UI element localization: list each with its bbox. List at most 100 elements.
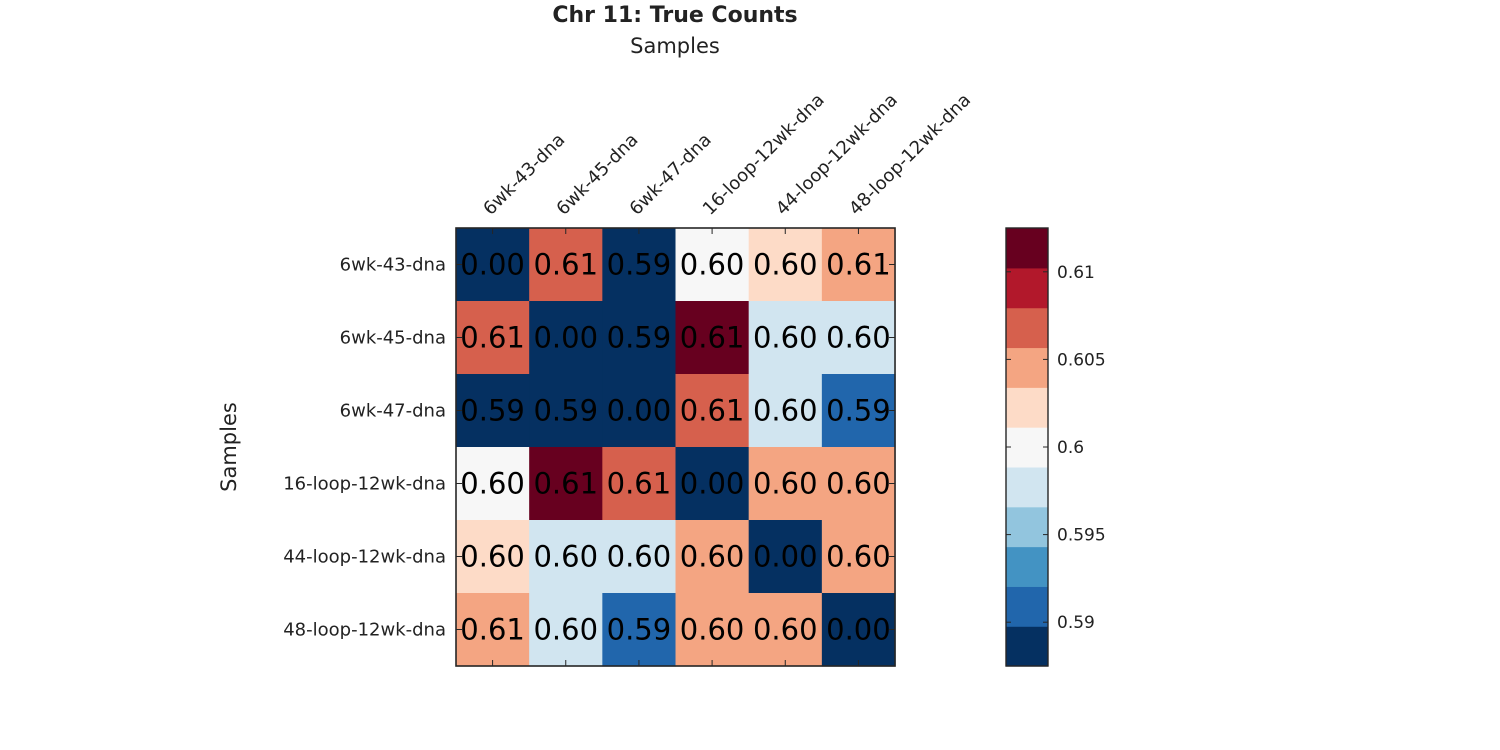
heatmap-cell: [748, 228, 823, 302]
cell-value-label: 0.00: [607, 394, 672, 428]
cell-value-label: 0.61: [607, 467, 672, 501]
y-axis-label: Samples: [217, 402, 241, 492]
heatmap-cell: [456, 228, 530, 302]
heatmap-cell: [821, 593, 896, 667]
heatmap-cell: [821, 447, 896, 521]
heatmap-cell: [529, 447, 603, 521]
heatmap-cell: [456, 447, 530, 521]
colorbar-segment: [1006, 586, 1048, 627]
heatmap-cell: [675, 520, 750, 594]
heatmap-cells: 0.00 0.61 0.59 0.60 0.60 0.610.61 0.00 0.59 0.61…: [456, 228, 896, 667]
heatmap-cell: [529, 301, 603, 375]
heatmap-cell: [602, 593, 677, 667]
cell-value-label: 0.60: [680, 613, 745, 647]
y-tick-label: 16-loop-12wk-dna: [283, 474, 446, 495]
heatmap-cell: [529, 374, 603, 448]
colorbar-segment: [1006, 228, 1048, 269]
cell-value-label: 0.60: [460, 467, 525, 501]
heatmap-cell: [602, 520, 677, 594]
cell-value-label: 0.59: [607, 248, 672, 282]
cell-value-label: 0.00: [753, 540, 818, 574]
heatmap-cell: [529, 228, 603, 302]
x-tick-label: 48-loop-12wk-dna: [845, 90, 975, 220]
x-tick-label: 44-loop-12wk-dna: [772, 90, 902, 220]
x-tick-label: 16-loop-12wk-dna: [699, 90, 829, 220]
cell-value-label: 0.00: [533, 321, 598, 355]
colorbar-segment: [1006, 546, 1048, 587]
heatmap-cell: [748, 301, 823, 375]
y-tick-label: 48-loop-12wk-dna: [283, 620, 446, 641]
cell-value-label: 0.59: [533, 394, 598, 428]
y-tick-label: 6wk-47-dna: [340, 401, 446, 422]
heatmap-cell: [821, 520, 896, 594]
cell-value-label: 0.60: [826, 540, 891, 574]
heatmap-cell: [529, 520, 603, 594]
cell-value-label: 0.00: [826, 613, 891, 647]
heatmap-cell: [602, 228, 677, 302]
heatmap-cell: [821, 374, 896, 448]
y-tick-label: 6wk-43-dna: [340, 255, 446, 276]
colorbar-tick-label: 0.605: [1057, 350, 1106, 370]
heatmap-cell: [821, 301, 896, 375]
cell-value-label: 0.60: [753, 467, 818, 501]
heatmap-cell: [456, 374, 530, 448]
colorbar-segment: [1006, 626, 1048, 667]
cell-value-label: 0.60: [607, 540, 672, 574]
heatmap-cell: [675, 228, 750, 302]
colorbar-segment: [1006, 387, 1048, 428]
colorbar-segment: [1006, 427, 1048, 468]
cell-value-label: 0.60: [826, 467, 891, 501]
cell-value-label: 0.59: [826, 394, 891, 428]
heatmap-cell: [748, 374, 823, 448]
colorbar-segment: [1006, 466, 1048, 508]
heatmap-cell: [748, 447, 823, 521]
colorbar-tick-label: 0.595: [1057, 526, 1106, 546]
heatmap-cell: [675, 593, 750, 667]
y-tick-label: 44-loop-12wk-dna: [283, 547, 446, 568]
cell-value-label: 0.60: [826, 321, 891, 355]
colorbar-tick-label: 0.6: [1057, 438, 1084, 458]
heatmap-cell: [456, 301, 530, 375]
cell-value-label: 0.60: [753, 248, 818, 282]
heatmap-cell: [675, 374, 750, 448]
cell-value-label: 0.60: [680, 540, 745, 574]
cell-value-label: 0.60: [753, 613, 818, 647]
cell-value-label: 0.60: [533, 540, 598, 574]
colorbar-segment: [1006, 506, 1048, 548]
cell-value-label: 0.60: [460, 540, 525, 574]
heatmap-cell: [456, 520, 530, 594]
heatmap-cell: [821, 228, 896, 302]
colorbar-tick-label: 0.61: [1057, 263, 1095, 283]
cell-value-label: 0.61: [826, 248, 891, 282]
cell-value-label: 0.60: [753, 321, 818, 355]
heatmap-cell: [675, 447, 750, 521]
x-axis-label: Samples: [630, 34, 720, 58]
y-tick-label: 6wk-45-dna: [340, 328, 446, 349]
heatmap-cell: [602, 301, 677, 375]
cell-value-label: 0.59: [607, 321, 672, 355]
heatmap-cell: [602, 374, 677, 448]
cell-value-label: 0.61: [460, 613, 525, 647]
colorbar-segment: [1006, 267, 1048, 309]
y-tick-labels: 6wk-43-dna 6wk-45-dna 6wk-47-dna 16-loop-12…: [283, 255, 446, 641]
heatmap-cell: [748, 520, 823, 594]
cell-value-label: 0.60: [533, 613, 598, 647]
colorbar-tick-label: 0.59: [1057, 613, 1095, 633]
heatmap-cell: [529, 593, 603, 667]
cell-value-label: 0.61: [680, 394, 745, 428]
cell-value-label: 0.61: [680, 321, 745, 355]
cell-value-label: 0.60: [753, 394, 818, 428]
cell-value-label: 0.00: [460, 248, 525, 282]
chart-title: Chr 11: True Counts: [552, 3, 797, 28]
heatmap-cell: [675, 301, 750, 375]
cell-value-label: 0.60: [680, 248, 745, 282]
colorbar-segment: [1006, 307, 1048, 349]
heatmap-cell: [748, 593, 823, 667]
cell-value-label: 0.59: [460, 394, 525, 428]
heatmap-frame: [455, 227, 896, 667]
heatmap-cell: [602, 447, 677, 521]
cell-value-label: 0.59: [607, 613, 672, 647]
cell-value-label: 0.61: [533, 248, 598, 282]
cell-value-label: 0.61: [533, 467, 598, 501]
heatmap-border: [455, 227, 896, 667]
